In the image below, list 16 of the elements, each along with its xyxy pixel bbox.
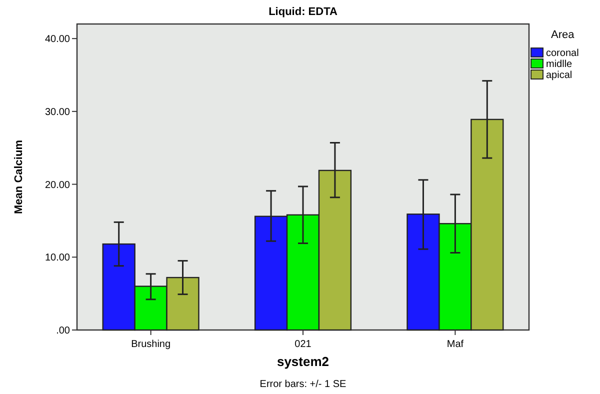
legend-label: coronal: [546, 48, 579, 59]
x-tick-label: 021: [294, 339, 312, 350]
y-tick-label: 40.00: [44, 34, 70, 46]
legend-label: apical: [546, 70, 572, 81]
legend-title: Area: [551, 29, 576, 41]
y-axis-title: Mean Calcium: [13, 140, 25, 214]
legend-label: midlle: [546, 59, 573, 70]
x-tick-label: Maf: [446, 339, 464, 350]
y-tick-label: 10.00: [44, 252, 70, 264]
y-tick-label: 30.00: [44, 106, 70, 118]
y-tick-label: 20.00: [44, 180, 70, 191]
x-tick-label: Brushing: [131, 339, 171, 350]
chart-title: Liquid: EDTA: [268, 6, 338, 18]
x-axis-title: system2: [276, 354, 330, 369]
y-tick-label: .00: [56, 326, 70, 336]
text: Error bars: +/- 1 SE: [260, 379, 347, 390]
